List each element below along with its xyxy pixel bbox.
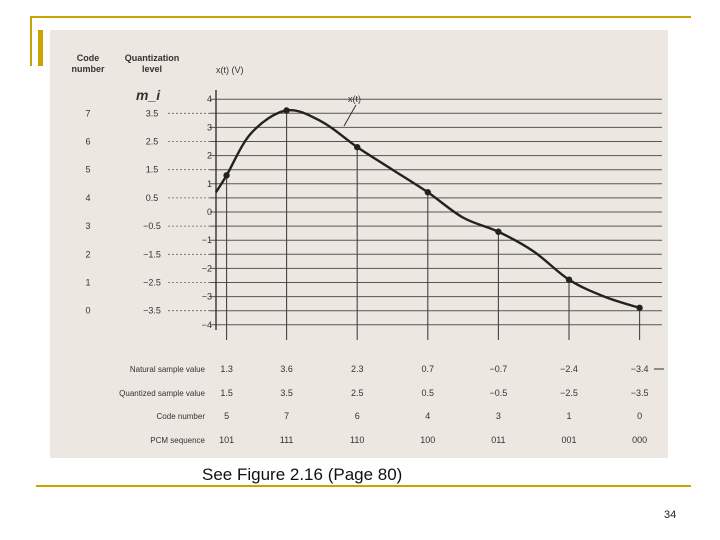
quantization-level-label: 2.5 (146, 137, 159, 147)
row-label-natural: Natural sample value (130, 365, 206, 374)
grid-lines (210, 98, 662, 326)
y-tick-label: 4 (207, 94, 212, 104)
y-axis-label: x(t) (V) (216, 65, 244, 75)
row-label-pcm: PCM sequence (150, 436, 205, 445)
code-number-labels: 7 6 5 4 3 2 1 0 (85, 108, 90, 315)
quantization-level-label: 0.5 (146, 193, 159, 203)
row-label-code: Code number (157, 412, 206, 421)
pcm-chart: Code number Quantization level x(t) (V) … (71, 53, 664, 445)
quantization-level-label: 3.5 (146, 108, 159, 118)
left-rule (30, 16, 32, 66)
y-tick-labels: 4 3 2 1 0 −1 −2 −3 −4 (202, 94, 212, 330)
code-number-label: 7 (85, 108, 90, 118)
bottom-rule (36, 485, 691, 487)
y-tick-label: 3 (207, 122, 212, 132)
quantization-level-label: −0.5 (143, 221, 161, 231)
header-code-line2: number (71, 64, 105, 74)
table-value-quantized: 0.5 (422, 388, 435, 398)
quantization-level-label: −3.5 (143, 306, 161, 316)
code-number-label: 1 (85, 278, 90, 288)
y-tick-label: 2 (207, 151, 212, 161)
table-value-code: 3 (496, 411, 501, 421)
handwritten-note: m_i (136, 87, 161, 103)
signal-curve (214, 108, 640, 310)
code-number-label: 2 (85, 249, 90, 259)
curve-label: x(t) (348, 94, 361, 104)
sample-point (636, 304, 643, 312)
quantization-level-label: 1.5 (146, 165, 159, 175)
table-value-code: 7 (284, 411, 289, 421)
sample-lines (215, 90, 641, 340)
sample-point (354, 143, 361, 151)
table-value-code: 5 (224, 411, 229, 421)
quantization-level-labels: 3.5 2.5 1.5 0.5 −0.5 −1.5 −2.5 −3.5 (143, 108, 161, 315)
page-number: 34 (664, 509, 677, 521)
y-tick-label: −4 (202, 320, 212, 330)
table-value-natural: −2.4 (560, 364, 578, 374)
sample-point (283, 107, 290, 114)
table-value-quantized: 3.5 (280, 388, 293, 398)
table-value-quantized: −3.5 (631, 388, 649, 398)
curve-label-leader (343, 104, 357, 127)
table-value-pcm: 101 (219, 435, 234, 445)
table-row-labels: Natural sample value Quantized sample val… (119, 365, 205, 445)
code-number-label: 0 (85, 306, 90, 316)
code-number-label: 5 (85, 165, 90, 175)
sample-point (223, 172, 230, 179)
header-code-line1: Code (77, 53, 100, 63)
sample-points (223, 107, 643, 312)
y-tick-label: 0 (207, 207, 212, 217)
table-value-pcm: 011 (491, 435, 505, 445)
y-tick-label: −1 (202, 235, 212, 245)
row-label-quantized: Quantized sample value (119, 389, 205, 398)
code-number-label: 4 (85, 193, 90, 203)
table-value-pcm: 111 (280, 435, 294, 445)
code-number-label: 6 (85, 137, 90, 147)
sample-point (565, 276, 573, 283)
table-value-code: 6 (355, 411, 360, 421)
table-value-quantized: −2.5 (560, 388, 578, 398)
table-value-quantized: −0.5 (490, 388, 508, 398)
table-value-natural: −3.4 (631, 364, 649, 374)
table-value-quantized: 1.5 (220, 388, 233, 398)
header-level-line2: level (142, 64, 162, 74)
y-tick-label: −3 (202, 292, 212, 302)
sample-point (495, 228, 502, 235)
table-value-natural: 0.7 (422, 364, 435, 374)
table-value-quantized: 2.5 (351, 388, 364, 398)
table-value-pcm: 100 (420, 435, 435, 445)
table-value-pcm: 110 (350, 435, 364, 445)
table-values: 1.3 3.6 2.3 0.7 −0.7 −2.4 −3.4 1.5 3.5 2.5 0.5 −0.5… (219, 364, 664, 445)
table-value-natural: 1.3 (220, 364, 233, 374)
y-tick-label: −2 (202, 263, 212, 273)
table-value-pcm: 000 (632, 435, 647, 445)
table-value-pcm: 001 (561, 435, 576, 445)
quantization-level-label: −1.5 (143, 249, 161, 259)
top-rule (30, 16, 691, 18)
quantization-level-label: −2.5 (143, 278, 161, 288)
table-value-natural: 3.6 (280, 364, 293, 374)
table-value-natural: 2.3 (351, 364, 364, 374)
header-level-line1: Quantization (125, 53, 180, 63)
figure-caption: See Figure 2.16 (Page 80) (202, 465, 403, 484)
sample-point (424, 189, 431, 196)
table-value-code: 1 (566, 411, 571, 421)
table-value-code: 0 (637, 411, 642, 421)
code-number-label: 3 (85, 221, 90, 231)
table-value-natural: −0.7 (490, 364, 508, 374)
pcm-figure: Code number Quantization level x(t) (V) … (50, 30, 668, 458)
table-value-code: 4 (425, 411, 430, 421)
left-accent-bar (38, 30, 43, 66)
y-tick-label: 1 (207, 179, 212, 189)
